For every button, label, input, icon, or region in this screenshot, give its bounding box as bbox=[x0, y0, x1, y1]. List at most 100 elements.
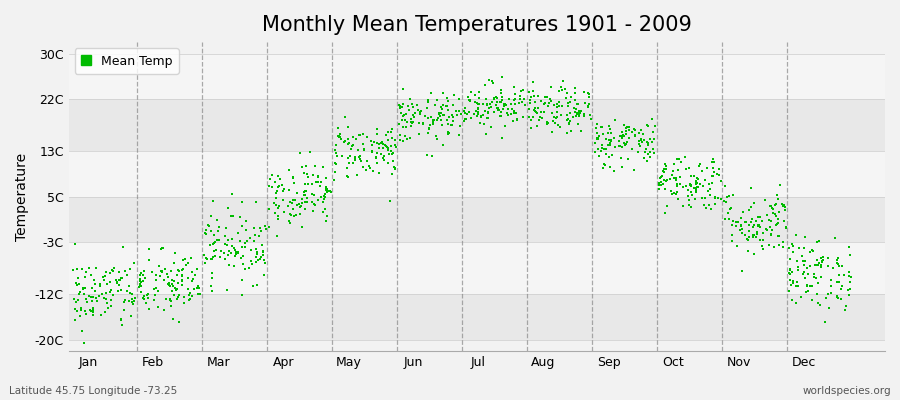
Point bbox=[708, 201, 723, 207]
Point bbox=[709, 171, 724, 178]
Point bbox=[842, 273, 856, 280]
Point bbox=[785, 241, 799, 248]
Point bbox=[577, 112, 591, 119]
Point bbox=[493, 99, 508, 105]
Point bbox=[427, 117, 441, 124]
Point bbox=[420, 96, 435, 103]
Point bbox=[86, 307, 100, 313]
Point bbox=[372, 145, 386, 152]
Point bbox=[778, 207, 792, 213]
Point bbox=[638, 148, 652, 155]
Point bbox=[424, 90, 438, 96]
Point bbox=[558, 86, 572, 92]
Point bbox=[494, 94, 508, 100]
Point bbox=[286, 175, 301, 181]
Point bbox=[364, 149, 379, 156]
Point bbox=[617, 142, 632, 148]
Point bbox=[436, 112, 451, 118]
Point bbox=[245, 260, 259, 267]
Point bbox=[294, 224, 309, 230]
Point bbox=[357, 146, 372, 153]
Point bbox=[309, 179, 323, 185]
Point bbox=[297, 189, 311, 195]
Point bbox=[175, 278, 189, 284]
Point bbox=[71, 281, 86, 287]
Point bbox=[813, 238, 827, 244]
Point bbox=[648, 123, 662, 129]
Point bbox=[777, 202, 791, 208]
Point bbox=[123, 313, 138, 320]
Point bbox=[764, 205, 778, 212]
Point bbox=[286, 196, 301, 203]
Point bbox=[760, 227, 774, 233]
Point bbox=[459, 116, 473, 122]
Point bbox=[496, 102, 510, 109]
Point bbox=[364, 138, 378, 144]
Point bbox=[438, 102, 453, 109]
Point bbox=[692, 163, 706, 169]
Point bbox=[830, 260, 844, 266]
Point bbox=[581, 103, 596, 110]
Point bbox=[516, 87, 530, 93]
Point bbox=[473, 113, 488, 120]
Point bbox=[590, 130, 605, 136]
Point bbox=[491, 104, 505, 111]
Point bbox=[602, 126, 616, 132]
Point bbox=[76, 285, 90, 291]
Point bbox=[172, 292, 186, 299]
Point bbox=[160, 274, 175, 280]
Point bbox=[690, 184, 705, 190]
Point bbox=[463, 96, 477, 103]
Point bbox=[478, 82, 492, 88]
Point bbox=[377, 156, 392, 163]
Point bbox=[842, 244, 856, 250]
Point bbox=[552, 103, 566, 110]
Point bbox=[674, 159, 688, 166]
Point bbox=[646, 146, 661, 152]
Point bbox=[295, 196, 310, 202]
Point bbox=[343, 153, 357, 159]
Point bbox=[220, 242, 234, 248]
Point bbox=[791, 267, 806, 274]
Point bbox=[656, 166, 670, 172]
Point bbox=[365, 142, 380, 148]
Point bbox=[724, 221, 739, 228]
Point bbox=[789, 282, 804, 289]
Point bbox=[342, 160, 356, 166]
Point bbox=[320, 186, 334, 192]
Point bbox=[721, 216, 735, 222]
Point bbox=[213, 254, 228, 260]
Point bbox=[812, 260, 826, 266]
Point bbox=[453, 122, 467, 129]
Point bbox=[114, 275, 129, 281]
Point bbox=[747, 222, 761, 228]
Point bbox=[163, 268, 177, 274]
Point bbox=[698, 177, 712, 183]
Point bbox=[403, 135, 418, 141]
Point bbox=[574, 108, 589, 114]
Point bbox=[615, 144, 629, 150]
Point bbox=[317, 193, 331, 199]
Point bbox=[659, 166, 673, 173]
Point bbox=[104, 279, 118, 285]
Point bbox=[542, 100, 556, 106]
Point bbox=[494, 87, 508, 93]
Point bbox=[703, 206, 717, 212]
Point bbox=[147, 296, 161, 303]
Point bbox=[238, 266, 252, 272]
Point bbox=[337, 138, 351, 145]
Point bbox=[385, 126, 400, 133]
Point bbox=[807, 262, 822, 268]
Point bbox=[68, 316, 82, 323]
Point bbox=[422, 126, 436, 132]
Point bbox=[669, 191, 683, 197]
Point bbox=[84, 308, 98, 314]
Point bbox=[171, 267, 185, 274]
Point bbox=[603, 137, 617, 143]
Point bbox=[619, 140, 634, 147]
Point bbox=[158, 266, 173, 272]
Point bbox=[771, 208, 786, 215]
Point bbox=[203, 282, 218, 289]
Point bbox=[114, 275, 129, 281]
Point bbox=[616, 140, 631, 146]
